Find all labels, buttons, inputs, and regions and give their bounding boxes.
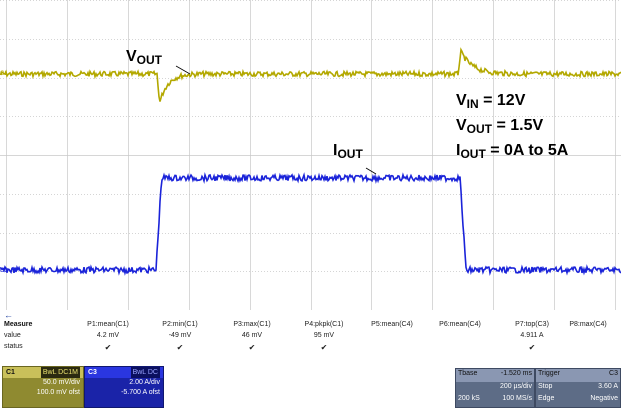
vout-condition: VOUT = 1.5V (456, 117, 544, 136)
param-p3-name[interactable]: P3:max(C1) (233, 321, 271, 328)
timebase-tdiv: 200 µs/div (499, 382, 532, 390)
param-p4-value: 95 mV (313, 332, 335, 339)
c1-marker: C1 (0, 71, 8, 77)
iout-label: IOUT (333, 142, 363, 161)
param-p4-status-icon: ✔ (320, 343, 328, 352)
ch3-offset: -5.700 A ofst (121, 389, 160, 396)
param-p6-name[interactable]: P6:mean(C4) (439, 321, 481, 328)
scope-display: C1 C3 VOUT IOUT VIN = 12V VOUT = 1.5V IO… (0, 0, 621, 311)
ch1-offset: 100.0 mV ofst (36, 389, 80, 396)
trigger-type: Edge (538, 395, 555, 403)
timebase-rate: 100 MS/s (502, 395, 532, 403)
param-p1-value: 4.2 mV (96, 332, 120, 339)
measure-panel: ← Measure P1:mean(C1) P2:min(C1) P3:max(… (0, 310, 621, 365)
param-p3-value: 46 mV (241, 332, 263, 339)
ch1-vdiv: 50.0 mV/div (43, 379, 80, 386)
trigger-mode: Stop (538, 382, 553, 390)
timebase-descriptor[interactable]: Tbase -1.520 ms 200 µs/div 200 kS 100 MS… (455, 368, 535, 408)
cursor-arrow: ← (4, 310, 13, 320)
ch3-adiv: 2.00 A/div (129, 379, 160, 386)
vout-pointer (175, 65, 191, 75)
vin-condition: VIN = 12V (456, 92, 526, 111)
timebase-delay: -1.520 ms (495, 369, 534, 382)
param-p7-status-icon: ✔ (528, 343, 536, 352)
param-p2-value: -49 mV (168, 332, 192, 339)
value-row-label: value (4, 332, 21, 339)
ch3-descriptor[interactable]: C3 BwL DC 2.00 A/div -5.700 A ofst (84, 366, 164, 408)
param-p2-name[interactable]: P2:min(C1) (162, 321, 198, 328)
vout-label: VOUT (126, 48, 163, 67)
measure-status-row: status ✔ ✔ ✔ ✔ ✔ (0, 343, 621, 354)
c3-marker: C3 (0, 268, 8, 274)
param-p8-name[interactable]: P8:max(C4) (569, 321, 607, 328)
trigger-level: 3.60 A (598, 382, 618, 390)
graticule-grid (0, 0, 621, 311)
measure-header-row: Measure P1:mean(C1) P2:min(C1) P3:max(C1… (0, 321, 621, 332)
iout-condition: IOUT = 0A to 5A (456, 142, 569, 161)
timebase-title: Tbase (456, 369, 495, 382)
param-p7-name[interactable]: P7:top(C3) (515, 321, 549, 328)
param-p4-name[interactable]: P4:pkpk(C1) (304, 321, 344, 328)
iout-trace (0, 172, 621, 277)
param-p1-name[interactable]: P1:mean(C1) (87, 321, 129, 328)
iout-pointer (365, 167, 377, 175)
ch3-header: C3 BwL DC (85, 367, 163, 378)
param-p2-status-icon: ✔ (176, 343, 184, 352)
param-p7-value: 4.911 A (520, 332, 544, 339)
param-p5-name[interactable]: P5:mean(C4) (371, 321, 413, 328)
ch1-header: C1 BwL DC1M (3, 367, 83, 378)
trigger-descriptor[interactable]: Trigger C3 Stop 3.60 A Edge Negative (535, 368, 621, 408)
vout-trace (0, 47, 621, 102)
status-row-label: status (4, 343, 23, 350)
param-p3-status-icon: ✔ (248, 343, 256, 352)
timebase-samples: 200 kS (458, 395, 480, 403)
ch1-descriptor[interactable]: C1 BwL DC1M 50.0 mV/div 100.0 mV ofst (2, 366, 84, 408)
measure-title: Measure (4, 321, 33, 328)
param-p1-status-icon: ✔ (104, 343, 112, 352)
trigger-slope: Negative (590, 395, 618, 403)
measure-value-row: value 4.2 mV -49 mV 46 mV 95 mV 4.911 A (0, 332, 621, 343)
trigger-title: Trigger (536, 369, 578, 382)
waveform-area: C1 C3 (0, 0, 621, 311)
trigger-channel: C3 (578, 369, 620, 382)
